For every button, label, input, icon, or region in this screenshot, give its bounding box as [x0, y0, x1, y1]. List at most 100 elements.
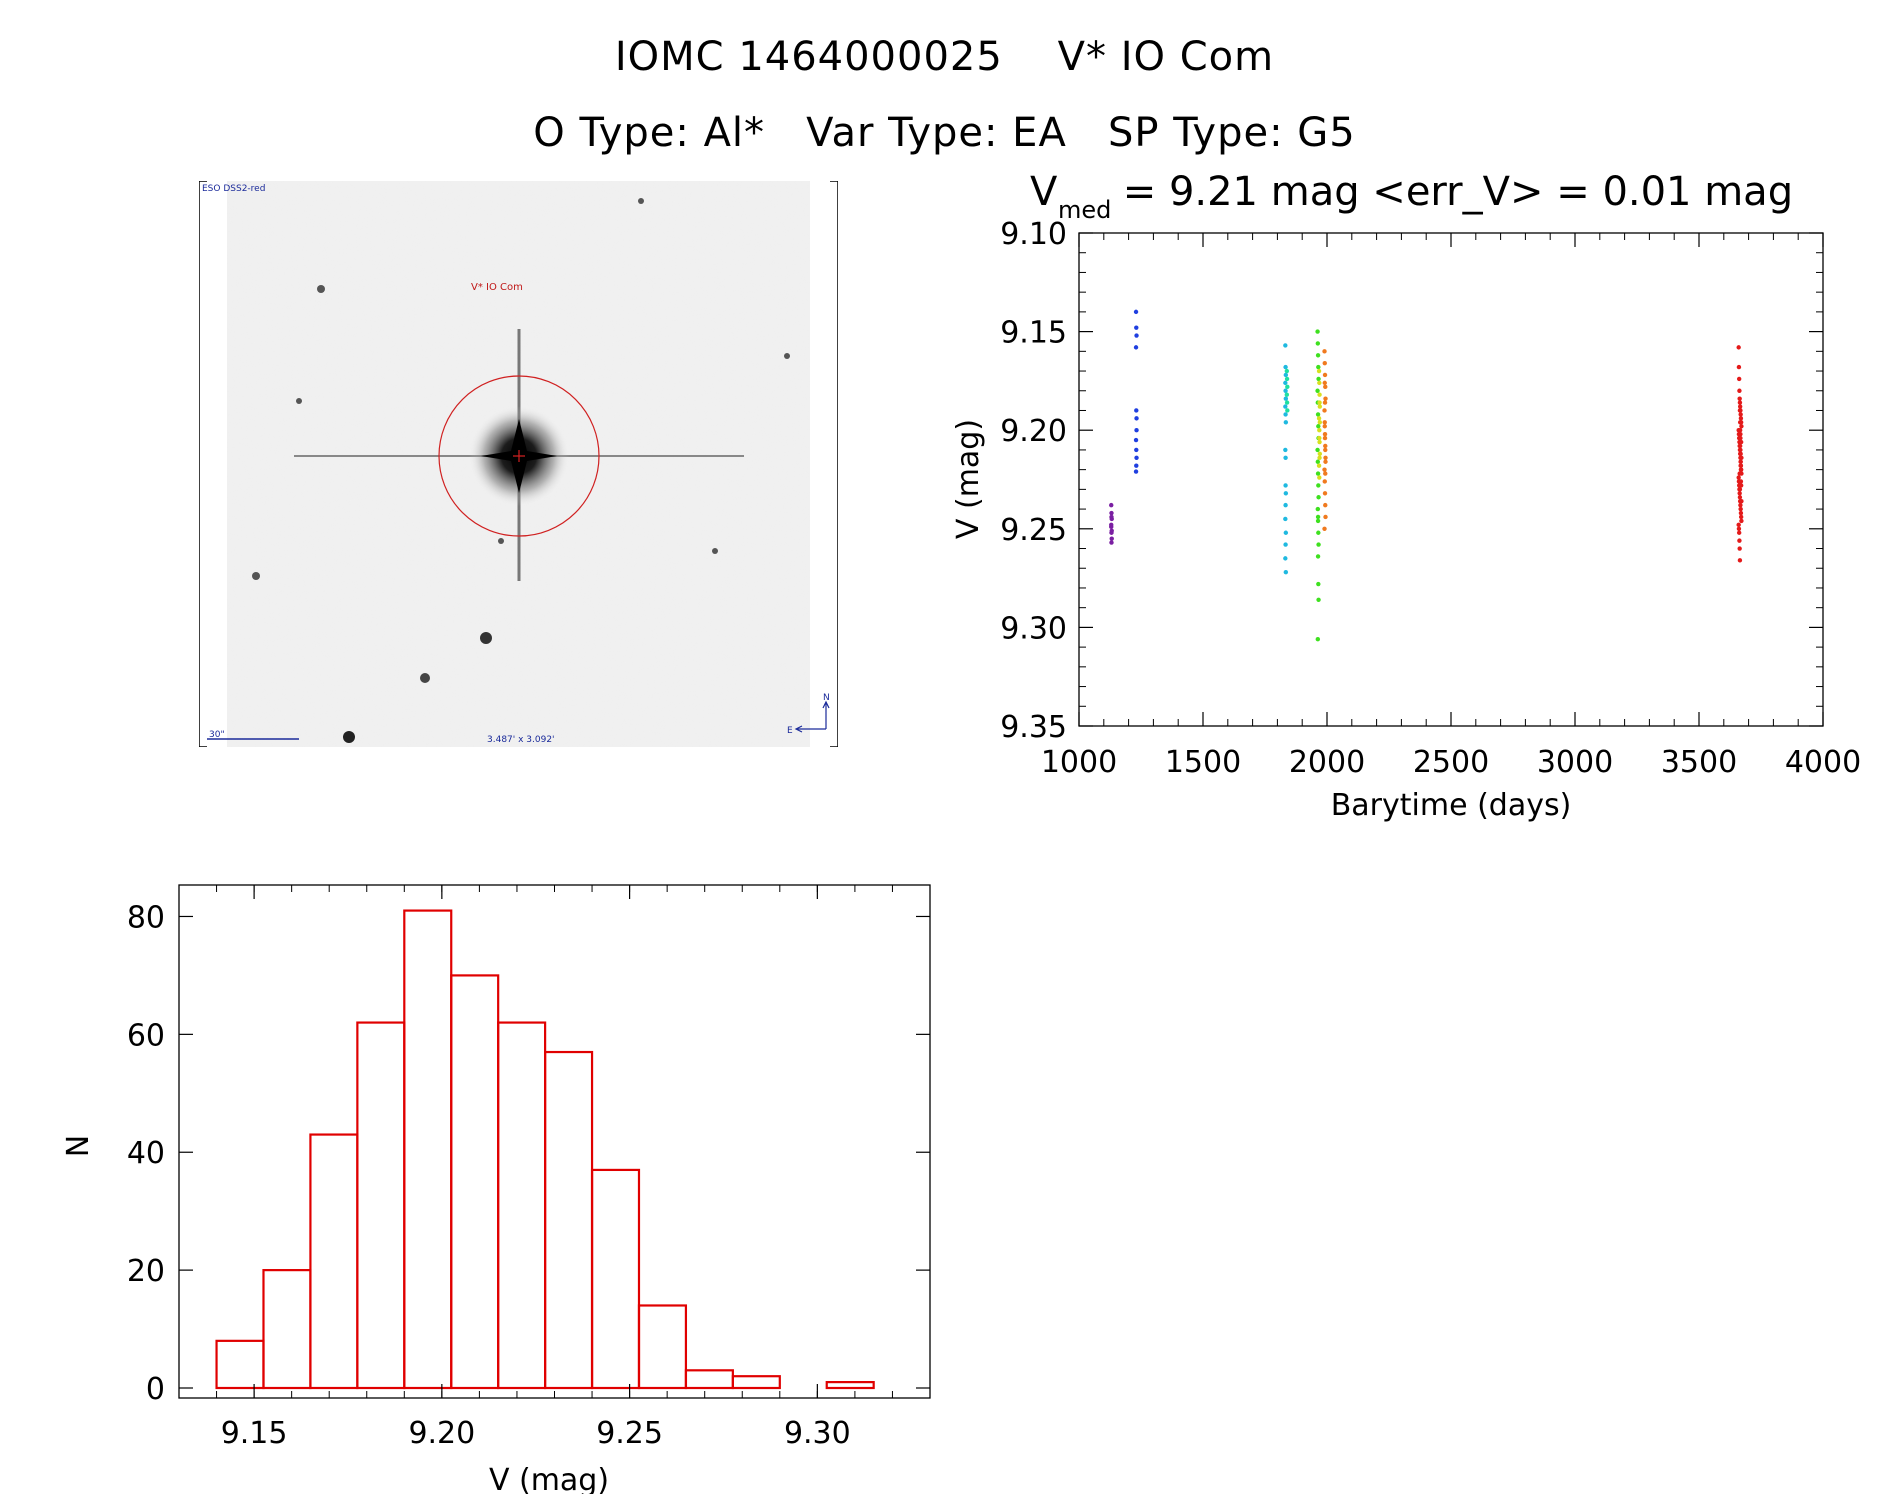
light-curve-point: [1323, 384, 1328, 390]
histogram-bar: [544, 1050, 594, 1390]
histogram-y-tick-label: 60: [127, 1018, 165, 1053]
light-curve-point: [1316, 483, 1321, 488]
light-curve-point: [1323, 396, 1328, 401]
light-curve-point: [1283, 343, 1288, 348]
light-curve-point: [1316, 542, 1321, 547]
light-curve-point: [1737, 428, 1743, 433]
histogram-bar: [731, 1375, 781, 1390]
light-curve-point: [1133, 437, 1139, 443]
light-curve-point: [1109, 522, 1114, 528]
light-curve-point: [1283, 530, 1289, 535]
light-curve-point: [1736, 345, 1741, 350]
light-curve-point: [1737, 443, 1743, 449]
light-curve-point: [1738, 463, 1743, 468]
finder-fov-label: 3.487' x 3.092': [487, 735, 555, 745]
light-curve-point: [1315, 506, 1321, 512]
light-curve-point: [1283, 388, 1288, 393]
finder-chart: V* IO Com ESO DSS2-red 30" 3.487' x 3.09…: [199, 181, 838, 747]
light-curve-point: [1323, 514, 1328, 520]
histogram-x-tick-label: 9.20: [408, 1416, 475, 1451]
light-curve-point: [1316, 376, 1321, 382]
histogram-y-tick-label: 0: [146, 1372, 165, 1407]
light-curve-point: [1738, 514, 1744, 520]
light-curve-point: [1322, 479, 1327, 484]
light-curve-point: [1739, 498, 1744, 504]
target-aperture-circle: [438, 375, 600, 537]
light-curve-point: [1738, 459, 1743, 464]
light-curve-xlabel: Barytime (days): [1331, 788, 1572, 823]
light-curve-point: [1738, 435, 1743, 441]
light-curve-point: [1323, 443, 1328, 449]
light-curve-point: [1283, 412, 1288, 417]
light-curve-point: [1109, 540, 1114, 545]
light-curve-point: [1738, 447, 1743, 453]
target-crosshair: [513, 450, 525, 462]
histogram-bar: [403, 909, 453, 1390]
histogram-bar: [497, 1021, 547, 1390]
light-curve-point: [1283, 364, 1288, 370]
light-curve-point: [1738, 431, 1743, 437]
light-curve-point: [1134, 408, 1139, 413]
light-curve-point: [1283, 516, 1288, 522]
light-curve-point: [1315, 353, 1321, 358]
finder-scale-label: 30": [209, 730, 225, 740]
light-curve-point: [1737, 495, 1743, 500]
light-curve-x-tick-label: 1500: [1165, 745, 1241, 780]
light-curve-point: [1739, 455, 1744, 461]
light-curve-point: [1323, 471, 1328, 476]
light-curve-point: [1134, 428, 1139, 433]
light-curve-point: [1133, 309, 1139, 315]
light-curve-chart: 1000 1500 2000 2500 3000 3500 4000 9.10 9.15 9.20…: [951, 169, 1861, 823]
light-curve-point: [1109, 528, 1114, 533]
histogram-bars: [215, 909, 875, 1390]
light-curve-point: [1315, 459, 1321, 464]
light-curve-point: [1738, 439, 1744, 445]
light-curve-point: [1317, 475, 1322, 480]
light-curve-point: [1283, 380, 1288, 386]
finder-target-label: V* IO Com: [471, 282, 523, 293]
light-curve-point: [1316, 495, 1321, 500]
light-curve-point: [1284, 392, 1290, 397]
histogram-bar: [450, 974, 500, 1390]
light-curve-point: [1315, 518, 1321, 524]
light-curve-point: [1283, 404, 1288, 409]
light-curve-point: [1737, 491, 1742, 496]
light-curve-x-tick-label: 4000: [1785, 745, 1861, 780]
light-curve-point: [1284, 400, 1290, 405]
light-curve-point: [1322, 467, 1327, 472]
light-curve-point: [1283, 569, 1289, 575]
light-curve-point: [1316, 581, 1321, 587]
light-curve-point: [1317, 420, 1323, 425]
light-curve-point: [1738, 416, 1744, 421]
light-curve-point: [1322, 349, 1327, 354]
light-curve-point: [1323, 459, 1328, 464]
histogram-y-tick-label: 20: [127, 1254, 165, 1289]
light-curve-point: [1739, 424, 1744, 429]
light-curve-point: [1317, 451, 1323, 457]
histogram-bar: [684, 1369, 734, 1390]
light-curve-point: [1316, 530, 1321, 535]
light-curve-point: [1134, 416, 1139, 421]
light-curve-point: [1317, 400, 1322, 405]
histogram-x-tick-label: 9.30: [784, 1416, 851, 1451]
histogram-x-tick-label: 9.25: [596, 1416, 663, 1451]
light-curve-point: [1316, 364, 1321, 370]
compass-icon: [794, 700, 830, 733]
light-curve-y-tick-label: 9.35: [1000, 710, 1067, 745]
histogram-bar: [309, 1133, 359, 1390]
light-curve-point: [1315, 514, 1321, 520]
light-curve-point: [1134, 463, 1139, 468]
light-curve-x-tick-label: 3000: [1537, 745, 1613, 780]
histogram-bar: [215, 1339, 265, 1390]
light-curve-point: [1283, 447, 1288, 453]
light-curve-point: [1316, 463, 1322, 468]
light-curve-point: [1738, 479, 1744, 484]
light-curve-point: [1737, 404, 1743, 409]
light-curve-point: [1738, 502, 1743, 508]
light-curve-point: [1322, 380, 1327, 386]
light-curve-title-sub: med: [1058, 196, 1111, 224]
histogram-xlabel: V (mag): [489, 1463, 609, 1494]
light-curve-point: [1736, 475, 1741, 480]
light-curve-point: [1736, 530, 1742, 535]
